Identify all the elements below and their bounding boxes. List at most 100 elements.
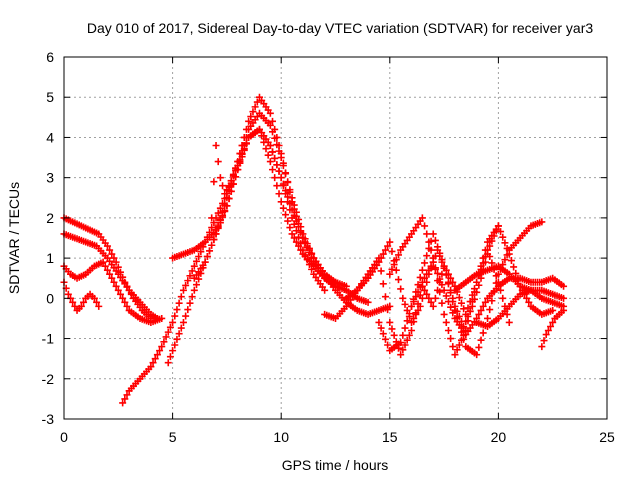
data-point: [412, 310, 420, 318]
data-point: [436, 249, 444, 257]
data-point: [440, 310, 448, 318]
data-point: [386, 238, 394, 246]
data-point: [401, 341, 409, 349]
data-point: [321, 286, 329, 294]
data-point: [501, 256, 509, 264]
data-point: [234, 162, 242, 170]
data-point: [436, 275, 444, 283]
data-point: [158, 343, 166, 351]
data-point: [64, 290, 72, 298]
data-point: [408, 302, 416, 310]
data-point: [405, 331, 413, 339]
data-point: [279, 159, 287, 167]
data-point: [249, 108, 257, 116]
data-point: [229, 172, 237, 180]
y-axis-label: SDTVAR / TECUs: [6, 182, 22, 294]
data-point: [442, 271, 450, 279]
data-point: [486, 306, 494, 314]
data-point: [418, 278, 426, 286]
data-point: [475, 310, 483, 318]
data-point: [399, 294, 407, 302]
data-point: [227, 177, 235, 185]
data-point: [414, 288, 422, 296]
data-point: [381, 293, 389, 301]
data-point: [560, 282, 568, 290]
data-point: [384, 341, 392, 349]
data-point: [173, 306, 181, 314]
series-track-q: [473, 286, 568, 330]
data-point: [434, 269, 442, 277]
data-point: [210, 178, 218, 186]
data-point: [397, 339, 405, 347]
data-point: [295, 233, 303, 241]
data-point: [481, 258, 489, 266]
data-point: [447, 303, 455, 311]
data-point: [277, 174, 285, 182]
data-point: [416, 283, 424, 291]
data-point: [286, 199, 294, 207]
data-point: [271, 125, 279, 133]
data-point: [414, 306, 422, 314]
data-point: [121, 298, 129, 306]
data-point: [425, 294, 433, 302]
data-point: [188, 293, 196, 301]
data-point: [379, 250, 387, 258]
y-tick-label: -2: [42, 371, 55, 387]
data-point: [308, 250, 316, 258]
y-tick-label: 1: [46, 250, 54, 266]
data-point: [80, 298, 88, 306]
data-point: [245, 117, 253, 125]
data-point: [208, 241, 216, 249]
data-point: [544, 327, 552, 335]
data-point: [438, 299, 446, 307]
data-point: [121, 278, 129, 286]
data-point: [277, 198, 285, 206]
data-point: [381, 335, 389, 343]
series-track-d: [60, 278, 103, 314]
data-point: [271, 174, 279, 182]
data-point: [169, 318, 177, 326]
data-point: [381, 246, 389, 254]
data-point: [277, 150, 285, 158]
data-point: [303, 242, 311, 250]
data-point: [190, 286, 198, 294]
data-point: [177, 293, 185, 301]
data-point: [403, 317, 411, 325]
data-point: [416, 273, 424, 281]
data-point: [438, 281, 446, 289]
data-point: [197, 248, 205, 256]
data-point: [377, 267, 385, 275]
data-point: [271, 154, 279, 162]
grid-lines: [64, 57, 607, 419]
data-point: [290, 234, 298, 242]
data-point: [447, 335, 455, 343]
series-track-f: [164, 125, 329, 367]
data-point: [297, 228, 305, 236]
data-point: [127, 290, 135, 298]
series-track-r: [538, 306, 568, 351]
data-point: [471, 288, 479, 296]
data-point: [264, 151, 272, 159]
data-point: [214, 158, 222, 166]
plot-frame: [63, 56, 608, 420]
data-point: [71, 302, 79, 310]
data-point: [497, 228, 505, 236]
y-tick-label: 3: [46, 170, 54, 186]
data-point: [188, 267, 196, 275]
data-point: [488, 297, 496, 305]
data-point: [242, 125, 250, 133]
data-point: [169, 347, 177, 355]
data-point: [418, 214, 426, 222]
series-track-p: [451, 262, 568, 302]
data-point: [297, 246, 305, 254]
data-point: [505, 318, 513, 326]
data-point: [275, 167, 283, 175]
data-point: [442, 318, 450, 326]
data-point: [468, 298, 476, 306]
data-point: [477, 306, 485, 314]
data-point: [206, 247, 214, 255]
data-point: [123, 391, 131, 399]
data-point: [425, 266, 433, 274]
data-point: [208, 224, 216, 232]
